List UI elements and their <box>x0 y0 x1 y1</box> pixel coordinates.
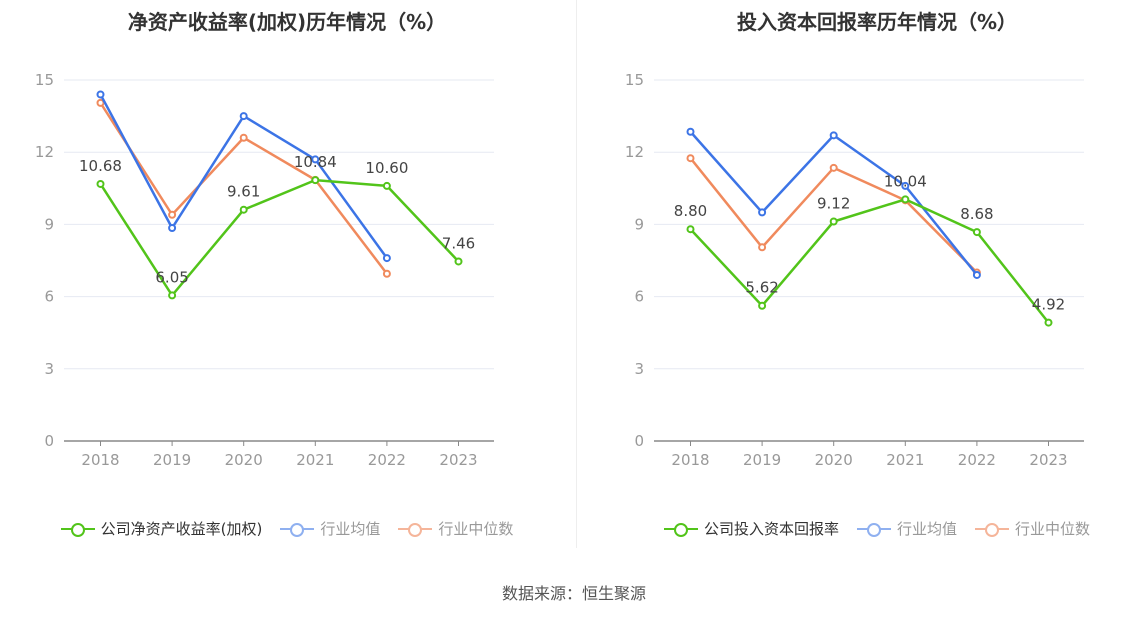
data-point-company <box>168 291 177 300</box>
legend-item-company[interactable]: 公司净资产收益率(加权) <box>60 518 263 539</box>
data-label: 10.68 <box>79 157 122 175</box>
x-tick-label: 2020 <box>815 451 853 469</box>
data-point-avg <box>972 270 981 279</box>
legend: 公司净资产收益率(加权) 行业均值 行业中位数 <box>0 518 574 539</box>
legend-label: 公司投入资本回报率 <box>703 520 839 538</box>
data-point-avg <box>311 155 320 164</box>
data-point-avg <box>96 90 105 99</box>
legend-line-icon <box>280 522 315 537</box>
data-point-company <box>972 228 981 237</box>
legend-line-icon <box>856 522 891 537</box>
data-point-company <box>454 257 463 266</box>
x-tick-label: 2021 <box>886 451 924 469</box>
roe-chart-panel: 净资产收益率(加权)历年情况（%） 0 3 6 9 12 15 2018 2019 2020 20… <box>0 0 574 560</box>
legend-item-industry-avg[interactable]: 行业均值 <box>856 518 957 539</box>
x-tick-label: 2019 <box>743 451 781 469</box>
legend-item-company[interactable]: 公司投入资本回报率 <box>663 518 839 539</box>
y-tick-label: 0 <box>44 432 54 450</box>
chart-title: 净资产收益率(加权)历年情况（%） <box>127 10 447 34</box>
data-point-median <box>96 98 105 107</box>
y-tick-label: 0 <box>634 432 644 450</box>
data-label: 4.92 <box>1032 296 1065 314</box>
legend: 公司投入资本回报率 行业均值 行业中位数 <box>590 518 1148 539</box>
legend-line-icon <box>975 522 1009 537</box>
legend-label: 行业均值 <box>896 520 957 538</box>
data-point-company <box>311 176 320 185</box>
series-line-median <box>689 157 978 274</box>
roe-chart-plot: 0 3 6 9 12 15 2018 2019 2020 2021 2022 2023 10.68 6.0… <box>35 71 494 469</box>
y-tick-label: 6 <box>634 288 644 306</box>
data-point-avg <box>239 112 248 121</box>
data-point-company <box>758 301 767 310</box>
data-source-note: 数据来源：恒生聚源 <box>501 584 646 603</box>
chart-title: 投入资本回报率历年情况（%） <box>736 10 1018 34</box>
y-tick-label: 3 <box>44 360 54 378</box>
data-point-company <box>96 179 105 188</box>
y-tick-label: 12 <box>35 143 54 161</box>
data-point-avg <box>168 224 177 233</box>
legend-item-industry-median[interactable]: 行业中位数 <box>975 518 1090 539</box>
data-point-avg <box>686 127 695 136</box>
data-point-company <box>239 205 248 214</box>
legend-line-icon <box>398 522 433 537</box>
legend-line-icon <box>60 522 95 537</box>
data-label: 10.60 <box>365 159 408 177</box>
data-label: 5.62 <box>745 279 778 297</box>
data-point-avg <box>758 208 767 217</box>
x-tick-label: 2022 <box>368 451 406 469</box>
data-point-median <box>239 133 248 142</box>
data-label: 7.46 <box>442 234 475 252</box>
y-tick-label: 9 <box>634 215 644 233</box>
y-tick-label: 6 <box>44 288 54 306</box>
legend-item-industry-avg[interactable]: 行业均值 <box>280 518 380 539</box>
data-label: 10.84 <box>294 153 337 171</box>
y-tick-label: 9 <box>44 215 54 233</box>
data-point-company <box>901 195 910 204</box>
legend-item-industry-median[interactable]: 行业中位数 <box>398 518 513 539</box>
data-point-median <box>686 154 695 163</box>
data-label: 9.61 <box>227 183 260 201</box>
data-point-company <box>686 225 695 234</box>
legend-label: 行业中位数 <box>1015 520 1091 538</box>
x-tick-label: 2018 <box>81 451 119 469</box>
x-tick-label: 2020 <box>225 451 263 469</box>
y-tick-label: 12 <box>625 143 644 161</box>
series-line-company <box>99 178 460 298</box>
x-tick-label: 2018 <box>671 451 709 469</box>
data-point-median <box>829 163 838 172</box>
x-tick-label: 2019 <box>153 451 191 469</box>
data-point-median <box>168 210 177 219</box>
x-tick-label: 2021 <box>296 451 334 469</box>
data-point-median <box>382 269 391 278</box>
legend-line-icon <box>663 522 698 537</box>
panel-divider <box>576 0 577 548</box>
x-tick-label: 2023 <box>439 451 477 469</box>
y-tick-label: 3 <box>634 360 644 378</box>
data-point-company <box>1044 318 1053 327</box>
series-line-company <box>689 198 1050 324</box>
legend-label: 行业均值 <box>320 520 381 538</box>
x-tick-label: 2023 <box>1029 451 1067 469</box>
data-point-median <box>758 243 767 252</box>
data-label: 6.05 <box>155 268 188 286</box>
data-label: 10.04 <box>884 172 927 190</box>
data-point-avg <box>829 131 838 140</box>
data-label: 9.12 <box>817 195 850 213</box>
roic-chart-panel: 投入资本回报率历年情况（%） 0 3 6 9 12 15 2018 2019 2020 2021 2… <box>590 0 1148 560</box>
y-tick-label: 15 <box>35 71 54 89</box>
data-point-avg <box>901 181 910 190</box>
y-tick-label: 15 <box>625 71 644 89</box>
data-label: 8.68 <box>960 205 993 223</box>
data-point-avg <box>382 254 391 263</box>
x-tick-label: 2022 <box>958 451 996 469</box>
data-label: 8.80 <box>674 202 707 220</box>
data-point-company <box>382 181 391 190</box>
legend-label: 公司净资产收益率(加权) <box>100 520 263 538</box>
roic-chart-plot: 0 3 6 9 12 15 2018 2019 2020 2021 2022 2023 8.80 5.62… <box>625 71 1084 469</box>
legend-label: 行业中位数 <box>438 520 514 538</box>
data-point-company <box>829 217 838 226</box>
